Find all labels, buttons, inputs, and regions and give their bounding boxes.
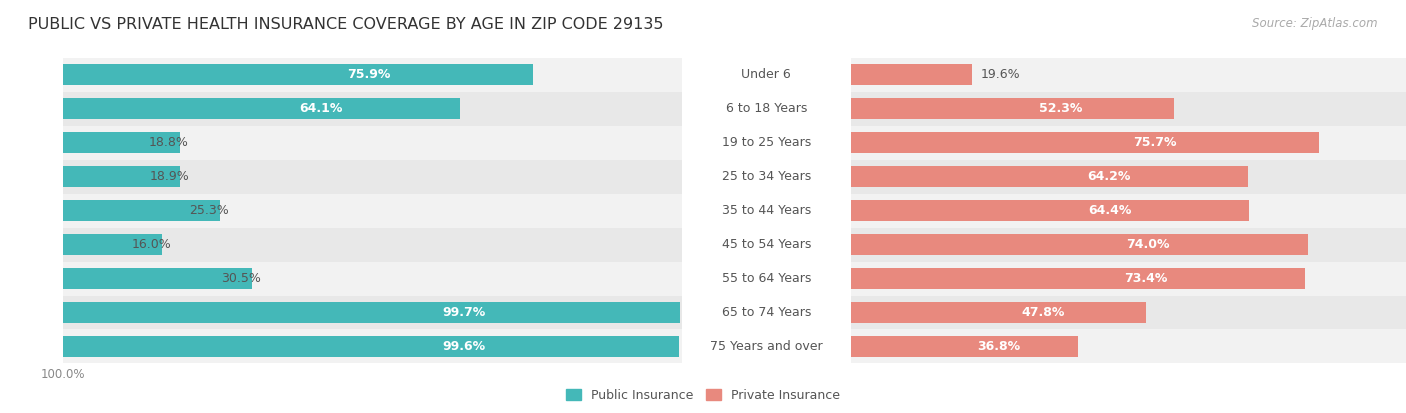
Bar: [63, 166, 180, 187]
Text: 6 to 18 Years: 6 to 18 Years: [725, 102, 807, 115]
Bar: [63, 234, 162, 255]
Text: 16.0%: 16.0%: [132, 238, 172, 251]
Bar: [851, 132, 1319, 153]
Bar: [63, 98, 460, 119]
Bar: [63, 92, 682, 126]
Text: 64.2%: 64.2%: [1087, 170, 1130, 183]
Bar: [851, 228, 1406, 261]
Bar: [851, 330, 1406, 363]
Bar: [851, 64, 972, 85]
Bar: [851, 126, 1406, 160]
Bar: [851, 296, 1406, 330]
Text: 30.5%: 30.5%: [221, 272, 262, 285]
Text: 52.3%: 52.3%: [1039, 102, 1083, 115]
Bar: [63, 132, 180, 153]
Bar: [63, 302, 681, 323]
Text: Source: ZipAtlas.com: Source: ZipAtlas.com: [1253, 17, 1378, 29]
Text: 18.9%: 18.9%: [149, 170, 190, 183]
Text: 74.0%: 74.0%: [1126, 238, 1170, 251]
Bar: [851, 166, 1247, 187]
Text: 75 Years and over: 75 Years and over: [710, 340, 823, 353]
Text: 18.8%: 18.8%: [149, 136, 188, 149]
Bar: [63, 261, 682, 296]
Text: PUBLIC VS PRIVATE HEALTH INSURANCE COVERAGE BY AGE IN ZIP CODE 29135: PUBLIC VS PRIVATE HEALTH INSURANCE COVER…: [28, 17, 664, 31]
Bar: [63, 296, 682, 330]
Bar: [63, 194, 682, 228]
Text: 47.8%: 47.8%: [1021, 306, 1064, 319]
Text: Under 6: Under 6: [741, 68, 792, 81]
Bar: [63, 126, 682, 160]
Bar: [63, 228, 682, 261]
Bar: [851, 92, 1406, 126]
Bar: [63, 330, 682, 363]
Text: 25 to 34 Years: 25 to 34 Years: [721, 170, 811, 183]
Text: 19 to 25 Years: 19 to 25 Years: [721, 136, 811, 149]
Bar: [851, 98, 1174, 119]
Text: 75.9%: 75.9%: [347, 68, 389, 81]
Bar: [63, 64, 533, 85]
Text: 45 to 54 Years: 45 to 54 Years: [721, 238, 811, 251]
Legend: Public Insurance, Private Insurance: Public Insurance, Private Insurance: [561, 384, 845, 407]
Bar: [851, 160, 1406, 194]
Text: 75.7%: 75.7%: [1133, 136, 1177, 149]
Text: 64.4%: 64.4%: [1088, 204, 1132, 217]
Text: 55 to 64 Years: 55 to 64 Years: [721, 272, 811, 285]
Bar: [851, 261, 1406, 296]
Text: 36.8%: 36.8%: [977, 340, 1021, 353]
Text: 64.1%: 64.1%: [299, 102, 343, 115]
Text: 99.7%: 99.7%: [443, 306, 486, 319]
Text: 25.3%: 25.3%: [190, 204, 229, 217]
Bar: [851, 194, 1406, 228]
Bar: [63, 160, 682, 194]
Text: 73.4%: 73.4%: [1123, 272, 1167, 285]
Bar: [63, 336, 679, 357]
Text: 99.6%: 99.6%: [443, 340, 485, 353]
Bar: [851, 302, 1146, 323]
Bar: [851, 336, 1078, 357]
Text: 35 to 44 Years: 35 to 44 Years: [721, 204, 811, 217]
Bar: [63, 200, 219, 221]
Bar: [851, 234, 1309, 255]
Text: 19.6%: 19.6%: [981, 68, 1021, 81]
Text: 65 to 74 Years: 65 to 74 Years: [721, 306, 811, 319]
Bar: [851, 58, 1406, 92]
Bar: [851, 200, 1249, 221]
Bar: [63, 268, 252, 289]
Bar: [851, 268, 1305, 289]
Bar: [63, 58, 682, 92]
